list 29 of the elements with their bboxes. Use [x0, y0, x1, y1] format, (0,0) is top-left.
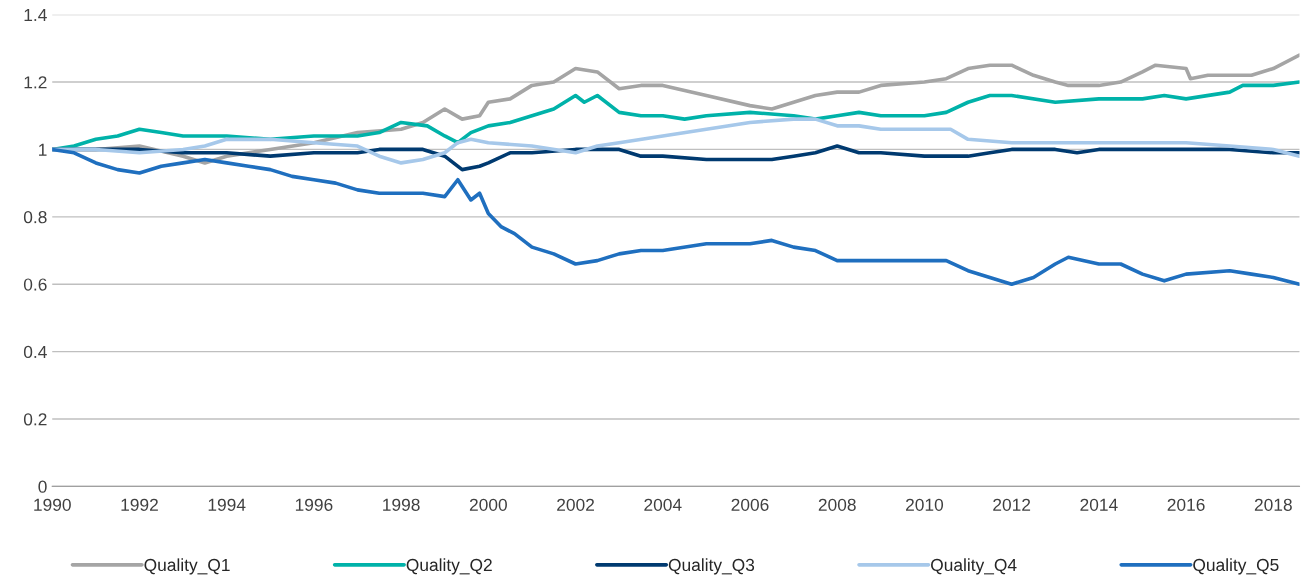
- x-tick-label: 2018: [1254, 498, 1292, 511]
- x-tick-label: 2014: [1080, 498, 1118, 511]
- line-series: [52, 147, 1300, 287]
- y-tick-label: 1.2: [24, 76, 47, 89]
- x-tick-label: 1990: [34, 498, 71, 511]
- x-tick-label: 2012: [993, 498, 1031, 511]
- x-tick-label: 2008: [818, 498, 856, 511]
- x-tick-label: 1994: [208, 498, 246, 511]
- y-tick-label: 0.4: [23, 345, 47, 359]
- y-tick-label: 1: [39, 143, 47, 156]
- x-tick-label: 1998: [383, 498, 420, 511]
- x-tick-label: 2004: [644, 498, 682, 511]
- legend-label: Quality_Q3: [668, 558, 755, 575]
- y-tick-label: 0.6: [23, 278, 47, 291]
- legend-label: Quality_Q1: [144, 558, 230, 575]
- x-tick-label: 1992: [121, 498, 158, 511]
- legend-label: Quality_Q2: [406, 558, 492, 575]
- x-tick-label: 2016: [1167, 498, 1205, 511]
- x-tick-label: 2006: [731, 498, 769, 511]
- y-tick-label: 0.2: [23, 413, 47, 426]
- y-tick-label: 1.4: [24, 9, 47, 21]
- legend-label: Quality_Q4: [931, 558, 1017, 575]
- x-tick-label: 1996: [295, 498, 333, 511]
- x-tick-label: 2002: [557, 498, 594, 511]
- y-tick-label: 0: [38, 480, 47, 493]
- y-tick-label: 0.8: [23, 210, 47, 224]
- legend-label: Quality_Q5: [1193, 558, 1279, 575]
- x-tick-label: 2000: [469, 498, 507, 511]
- x-tick-label: 2010: [905, 498, 944, 511]
